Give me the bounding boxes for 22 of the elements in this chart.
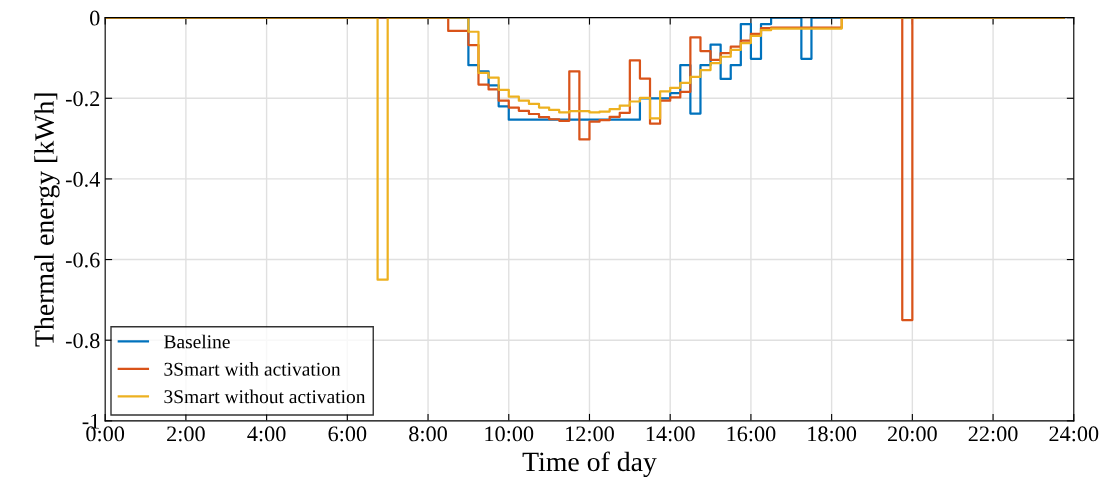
x-tick-label: 22:00	[968, 426, 1018, 442]
y-tick-label: -0.4	[65, 171, 100, 187]
x-tick-label: 14:00	[646, 426, 695, 442]
legend-label: Baseline	[164, 334, 230, 349]
x-tick-label: 2:00	[167, 426, 205, 442]
y-tick-label: -0.8	[65, 333, 100, 349]
legend-label: 3Smart with activation	[164, 362, 341, 376]
x-tick-label: 24:00	[1049, 426, 1099, 442]
x-tick-label: 8:00	[409, 426, 447, 442]
x-axis-title: Time of day	[522, 451, 657, 477]
y-tick-label: -0.2	[65, 91, 100, 107]
legend-label: 3Smart without activation	[164, 389, 366, 404]
x-tick-label: 6:00	[328, 426, 367, 442]
x-tick-label: 18:00	[808, 426, 857, 442]
x-tick-label: 20:00	[888, 426, 937, 442]
y-tick-label: -0.6	[65, 252, 100, 268]
y-axis-title: Thermal energy [kWh]	[34, 93, 60, 347]
x-tick-label: 16:00	[727, 426, 776, 442]
x-tick-label: 12:00	[566, 426, 614, 442]
y-tick-label: 0	[90, 10, 100, 26]
x-tick-label: 4:00	[247, 426, 286, 442]
x-tick-label: 10:00	[485, 426, 534, 442]
